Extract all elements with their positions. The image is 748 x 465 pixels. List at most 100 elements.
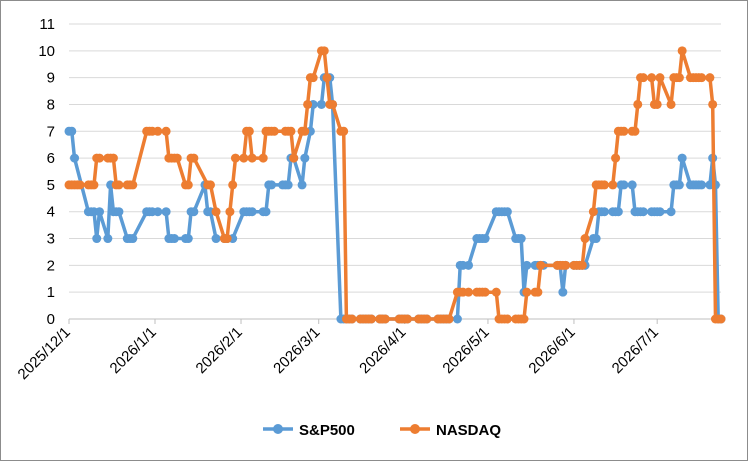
- data-point: [308, 73, 318, 83]
- data-point: [205, 180, 215, 190]
- data-point: [666, 207, 676, 217]
- data-point: [211, 234, 221, 244]
- data-point: [655, 207, 665, 217]
- legend-label: NASDAQ: [436, 422, 501, 439]
- y-tick-label: 4: [47, 204, 55, 221]
- data-point: [380, 314, 390, 324]
- x-tick-label: 2026/6/1: [525, 324, 578, 377]
- data-point: [705, 73, 715, 83]
- data-point: [697, 180, 707, 190]
- data-point: [638, 73, 648, 83]
- legend: S&P500 NASDAQ: [263, 422, 501, 439]
- y-tick-label: 0: [47, 311, 55, 328]
- data-point: [261, 207, 271, 217]
- data-point: [247, 153, 257, 163]
- data-point: [599, 180, 609, 190]
- data-point: [666, 99, 676, 109]
- data-point: [328, 99, 338, 109]
- data-point: [677, 153, 687, 163]
- data-point: [286, 126, 296, 136]
- series-line: [69, 75, 721, 321]
- data-point: [627, 180, 637, 190]
- data-point: [95, 153, 105, 163]
- series-nasdaq: [64, 46, 726, 324]
- data-point: [611, 153, 621, 163]
- data-point: [70, 153, 80, 163]
- data-point: [697, 73, 707, 83]
- data-point: [464, 287, 474, 297]
- data-point: [638, 207, 648, 217]
- y-tick-label: 11: [39, 16, 55, 33]
- data-point: [267, 180, 277, 190]
- data-point: [522, 287, 532, 297]
- data-point: [422, 314, 432, 324]
- data-point: [516, 234, 526, 244]
- legend-swatch-marker: [273, 424, 283, 434]
- data-point: [502, 314, 512, 324]
- data-point: [153, 126, 163, 136]
- data-point: [153, 207, 163, 217]
- legend-swatch-marker: [410, 424, 420, 434]
- data-point: [716, 314, 726, 324]
- data-point: [677, 46, 687, 56]
- data-point: [561, 260, 571, 270]
- legend-label: S&P500: [299, 422, 355, 439]
- y-tick-label: 2: [47, 257, 55, 274]
- data-point: [480, 234, 490, 244]
- data-point: [502, 207, 512, 217]
- data-point: [588, 207, 598, 217]
- data-point: [92, 234, 102, 244]
- data-point: [319, 46, 329, 56]
- x-tick-label: 2026/1/1: [107, 324, 160, 377]
- data-point: [303, 99, 313, 109]
- x-tick-label: 2026/3/1: [270, 324, 323, 377]
- data-point: [630, 126, 640, 136]
- data-point: [491, 287, 501, 297]
- data-point: [316, 99, 326, 109]
- data-point: [108, 153, 118, 163]
- legend-item-sp500: S&P500: [263, 422, 355, 439]
- data-point: [533, 287, 543, 297]
- data-point: [239, 153, 249, 163]
- x-tick-label: 2025/12/1: [15, 324, 74, 383]
- data-point: [633, 99, 643, 109]
- x-tick-label: 2026/2/1: [193, 324, 246, 377]
- data-point: [114, 207, 124, 217]
- y-tick-label: 9: [47, 70, 55, 87]
- y-tick-label: 3: [47, 231, 55, 248]
- data-point: [300, 126, 310, 136]
- data-point: [608, 180, 618, 190]
- data-point: [591, 234, 601, 244]
- x-tick-label: 2026/4/1: [356, 324, 409, 377]
- data-point: [619, 126, 629, 136]
- data-point: [172, 153, 182, 163]
- data-point: [114, 180, 124, 190]
- data-point: [183, 234, 193, 244]
- data-point: [366, 314, 376, 324]
- data-point: [269, 126, 279, 136]
- data-point: [258, 153, 268, 163]
- data-point: [189, 153, 199, 163]
- data-point: [647, 73, 657, 83]
- data-point: [300, 153, 310, 163]
- data-point: [211, 207, 221, 217]
- y-tick-label: 8: [47, 96, 55, 113]
- data-point: [169, 234, 179, 244]
- data-point: [289, 153, 299, 163]
- data-point: [230, 153, 240, 163]
- data-point: [228, 180, 238, 190]
- data-point: [619, 180, 629, 190]
- data-point: [225, 207, 235, 217]
- data-point: [655, 73, 665, 83]
- data-point: [283, 180, 293, 190]
- data-point: [452, 314, 462, 324]
- y-tick-label: 5: [47, 177, 55, 194]
- data-point: [247, 207, 257, 217]
- data-point: [322, 73, 332, 83]
- series-group: [64, 46, 726, 324]
- data-point: [402, 314, 412, 324]
- data-point: [444, 314, 454, 324]
- data-point: [244, 126, 254, 136]
- y-tick-label: 1: [47, 284, 55, 301]
